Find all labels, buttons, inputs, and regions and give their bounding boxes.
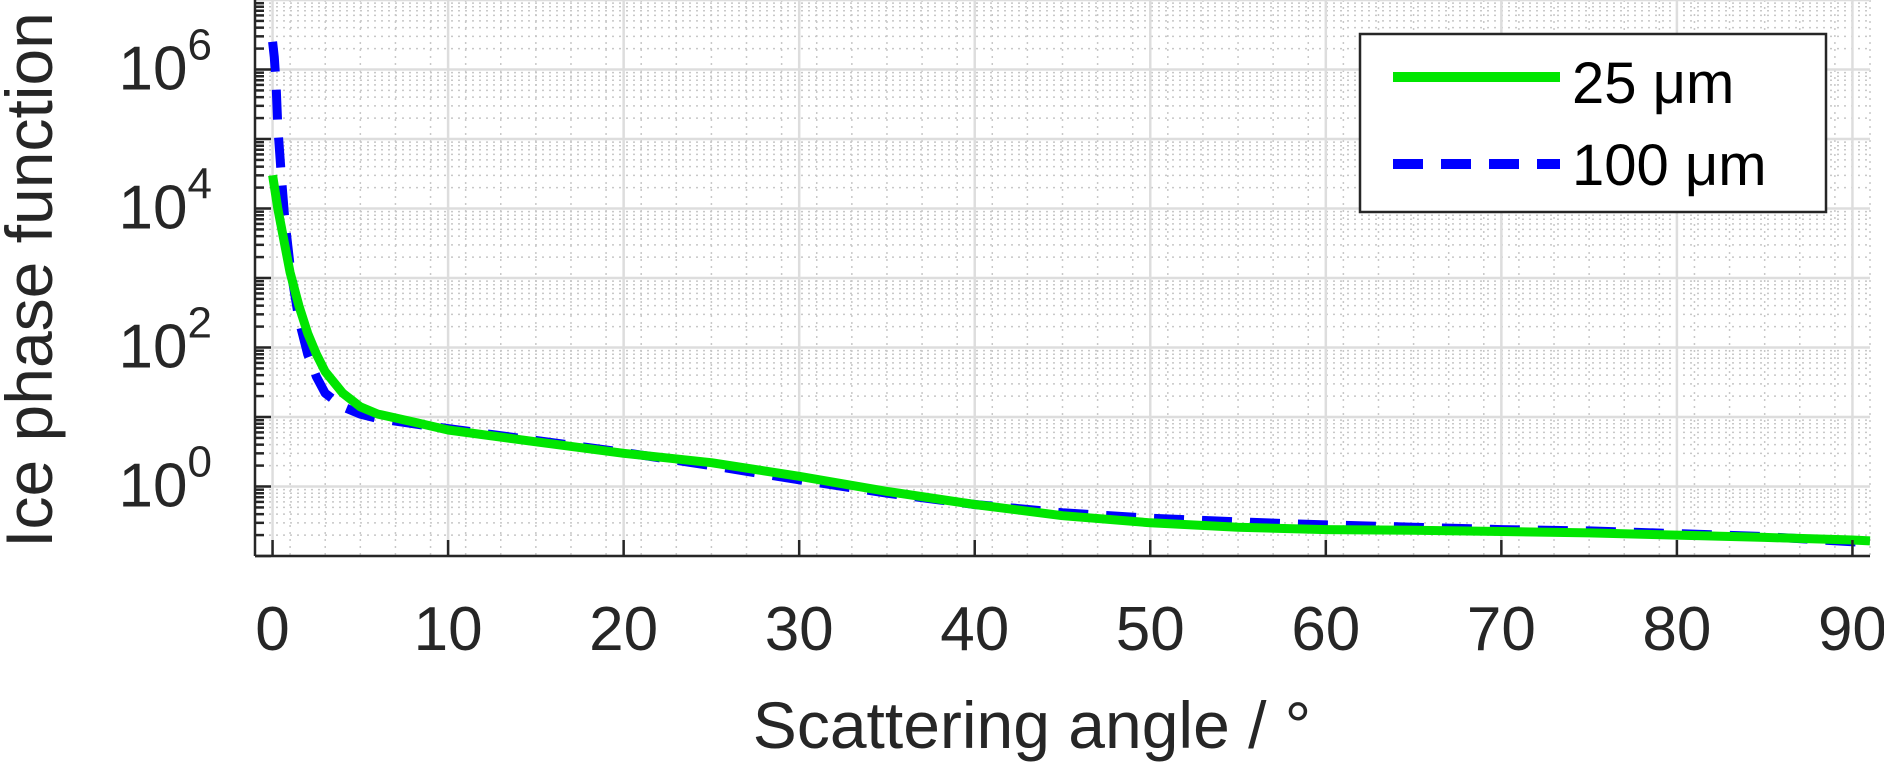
y-axis-title: Ice phase function [0, 12, 66, 548]
x-tick-label: 0 [255, 595, 289, 664]
series-line-0 [268, 174, 1871, 546]
x-axis-title: Scattering angle / ° [753, 688, 1311, 762]
x-tick-labels: 0 10 20 30 40 50 60 70 80 90 [255, 595, 1884, 664]
x-tick-label: 90 [1818, 595, 1884, 664]
x-tick-label: 70 [1467, 595, 1536, 664]
x-tick-label: 10 [414, 595, 483, 664]
x-tick-label: 40 [940, 595, 1009, 664]
x-tick-label: 30 [765, 595, 834, 664]
axes [253, 0, 1870, 558]
legend-box [1358, 32, 1828, 214]
y-tick-labels: 100 102 104 106 [119, 21, 212, 521]
y-tick-label: 106 [119, 21, 212, 104]
x-tick-label: 80 [1642, 595, 1711, 664]
legend-label-25um: 25 μm [1572, 51, 1734, 116]
y-tick-label: 104 [119, 160, 212, 243]
legend-label-100um: 100 μm [1572, 133, 1767, 198]
x-tick-label: 60 [1291, 595, 1360, 664]
y-tick-label: 100 [119, 438, 212, 521]
series-layer [268, 41, 1871, 548]
legend: 25 μm 100 μm [1358, 32, 1828, 214]
x-tick-label: 20 [589, 595, 658, 664]
y-tick-label: 102 [119, 299, 212, 382]
x-tick-label: 50 [1116, 595, 1185, 664]
